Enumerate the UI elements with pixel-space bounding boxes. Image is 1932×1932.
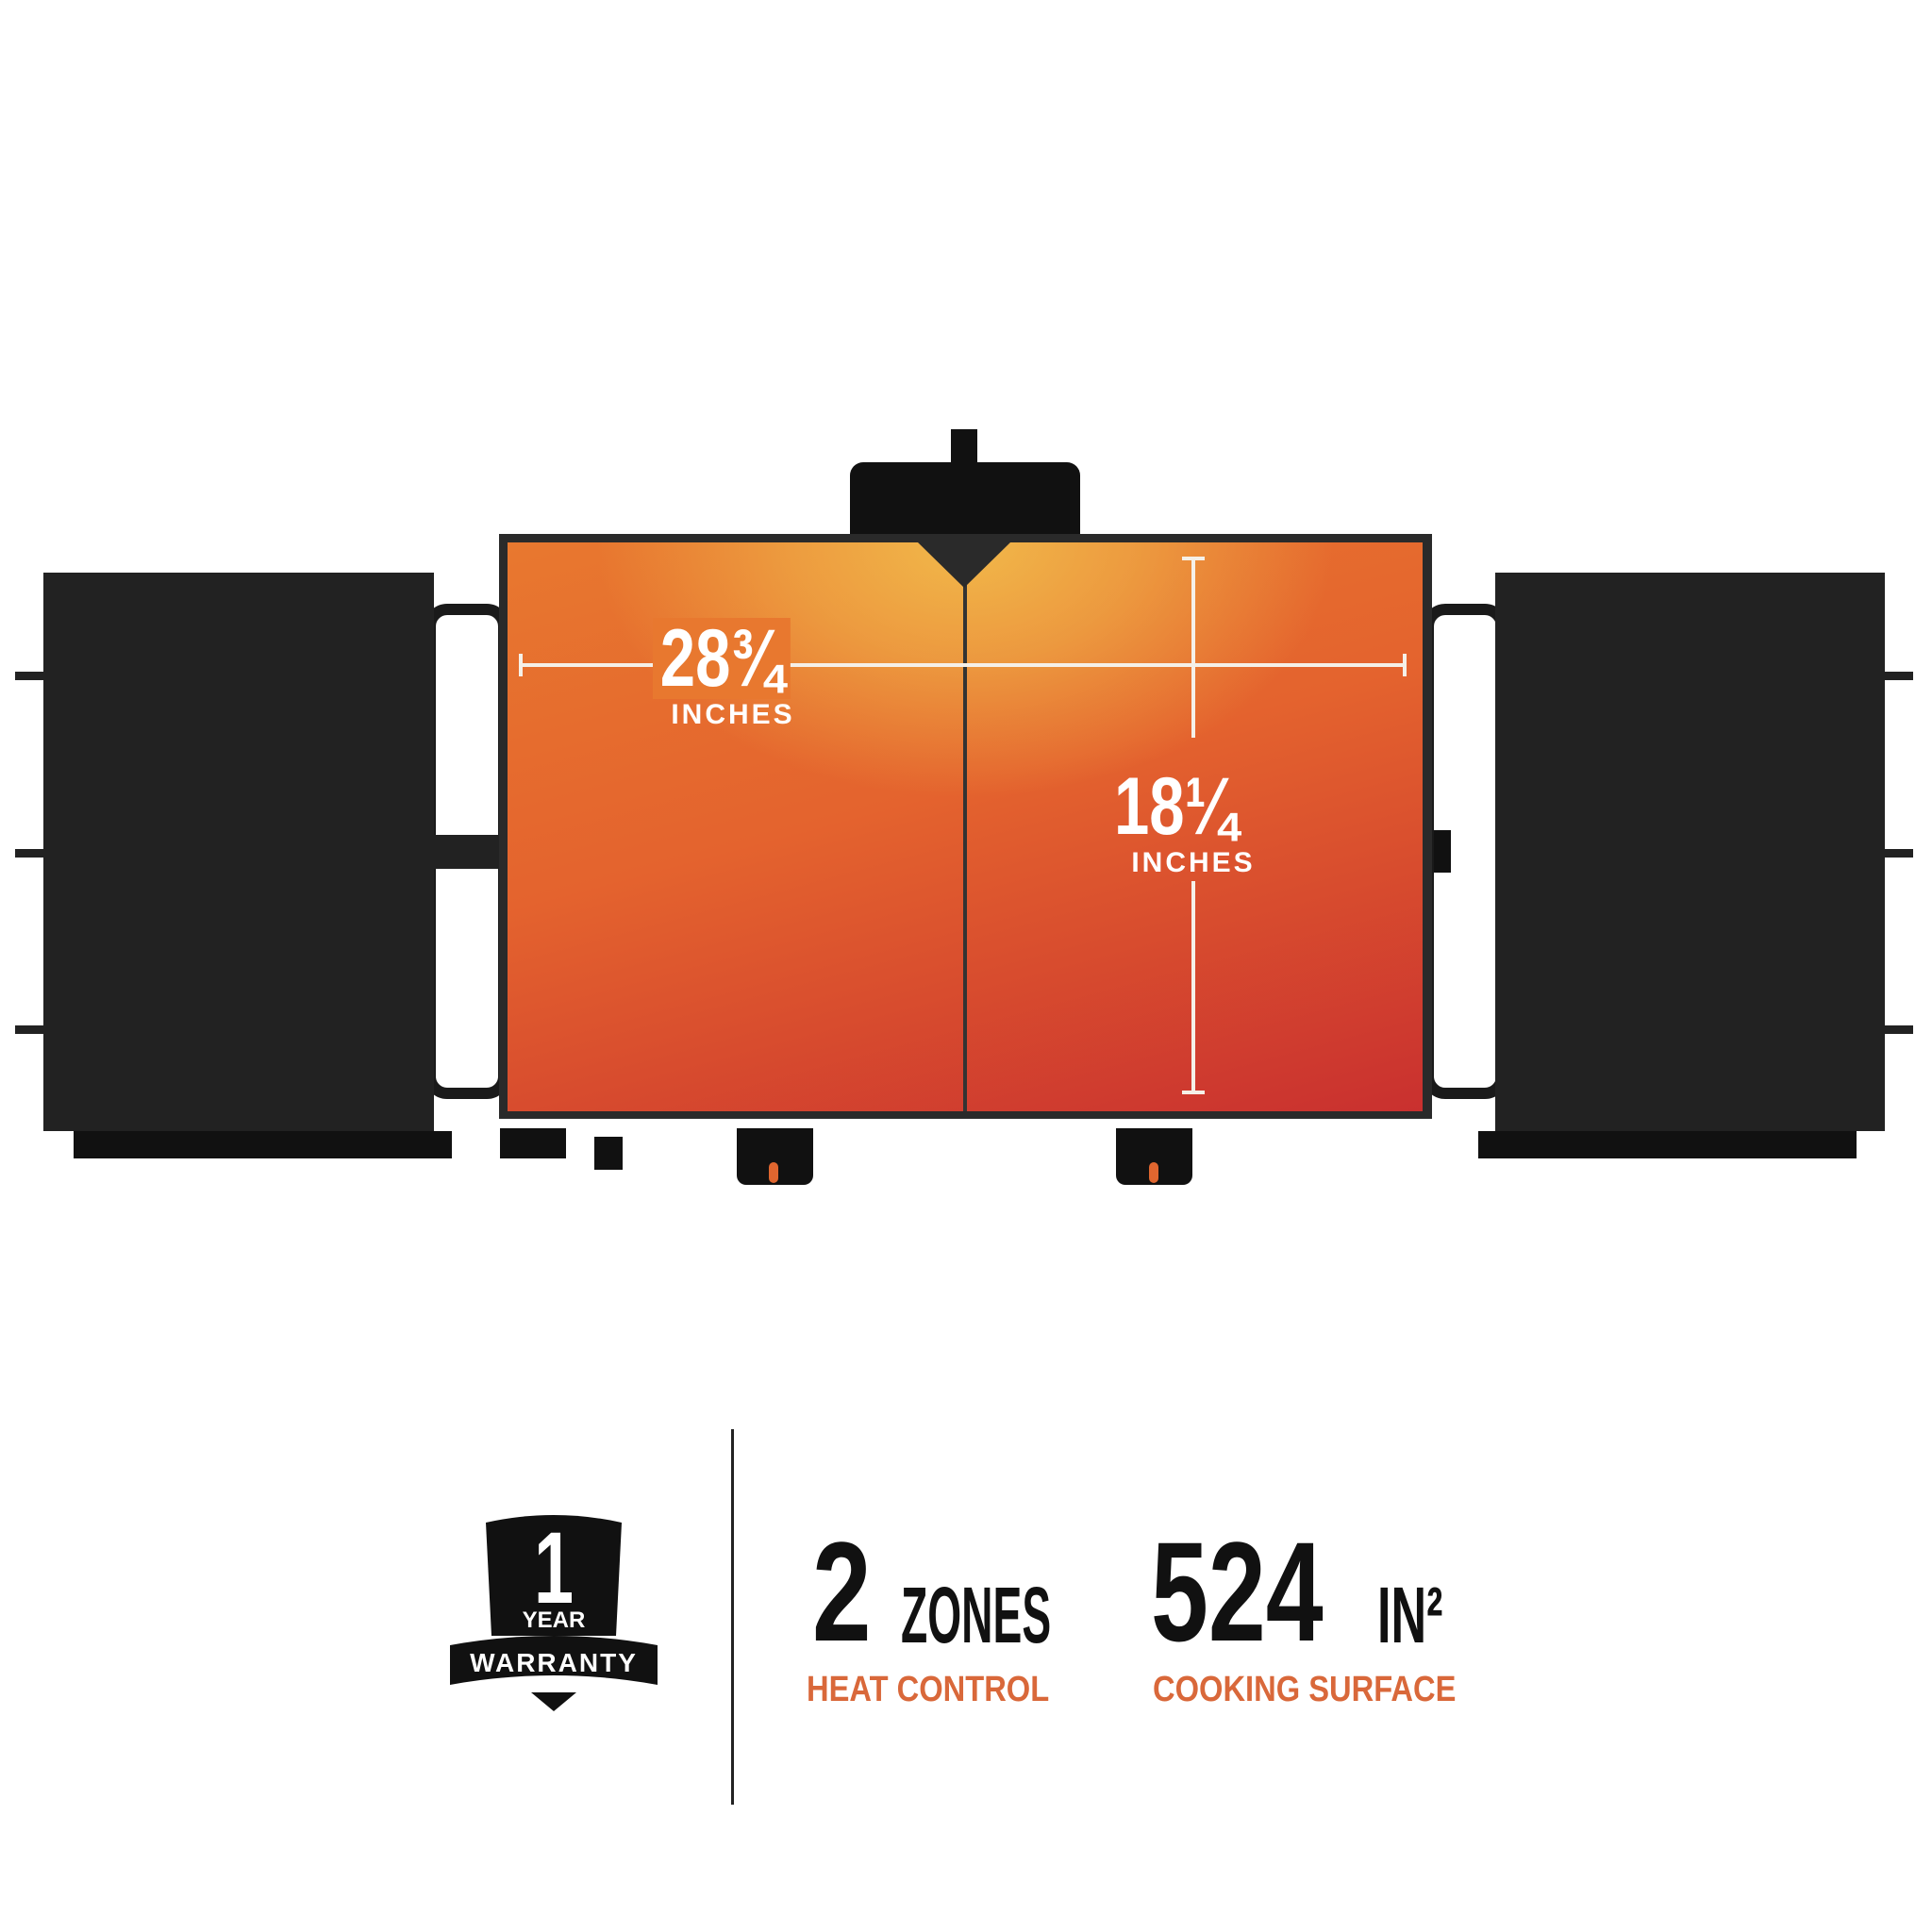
- left-side-table: [43, 573, 434, 1131]
- feature-caption: COOKING SURFACE: [1153, 1670, 1457, 1709]
- feature-caption: HEAT CONTROL: [807, 1670, 1050, 1709]
- pin: [15, 849, 43, 858]
- left-bracket: [434, 835, 505, 869]
- depth-value: 18¼: [1114, 761, 1238, 852]
- igniter: [500, 1128, 566, 1158]
- pin: [1885, 849, 1913, 858]
- pin: [1885, 1025, 1913, 1034]
- depth-dimension-line: [1191, 881, 1195, 1092]
- warranty-badge: 1 YEAR WARRANTY: [450, 1513, 658, 1711]
- feature-unit: ZONES: [901, 1571, 1052, 1659]
- depth-tick: [1182, 557, 1205, 560]
- width-value: 28¾: [653, 618, 791, 699]
- pin: [1885, 672, 1913, 680]
- shield-icon: [450, 1515, 658, 1711]
- width-dimension-line: [520, 663, 1405, 667]
- right-side-table: [1495, 573, 1885, 1131]
- left-table-lip: [74, 1131, 452, 1158]
- zone-divider: [963, 542, 967, 1111]
- feature-cooking-surface: 524 IN² COOKING SURFACE: [1151, 1521, 1491, 1709]
- pin: [15, 1025, 43, 1034]
- grease-funnel-icon: [918, 542, 1010, 588]
- depth-label: 18¼ INCHES: [1113, 766, 1274, 877]
- feature-unit: IN²: [1377, 1571, 1443, 1659]
- width-label: 28¾ INCHES: [653, 618, 813, 729]
- feature-value: 2: [812, 1512, 872, 1671]
- rear-box: [850, 462, 1080, 542]
- width-tick: [519, 654, 523, 676]
- section-divider: [731, 1429, 734, 1805]
- pin: [15, 672, 43, 680]
- depth-unit: INCHES: [1131, 847, 1256, 878]
- warranty-number: 1: [533, 1510, 575, 1624]
- width-unit: INCHES: [671, 699, 795, 730]
- warranty-label: WARRANTY: [470, 1648, 638, 1677]
- regulator: [594, 1137, 623, 1170]
- width-tick: [1403, 654, 1407, 676]
- knob-indicator: [769, 1162, 778, 1183]
- feature-heat-zones: 2 ZONES HEAT CONTROL: [807, 1521, 1071, 1709]
- right-table-lip: [1478, 1131, 1857, 1158]
- grease-stem: [951, 429, 977, 467]
- knob-indicator: [1149, 1162, 1158, 1183]
- warranty-year: YEAR: [522, 1607, 586, 1633]
- feature-value: 524: [1151, 1512, 1324, 1671]
- right-latch: [1434, 830, 1451, 873]
- depth-dimension-line: [1191, 558, 1195, 738]
- depth-tick: [1182, 1091, 1205, 1094]
